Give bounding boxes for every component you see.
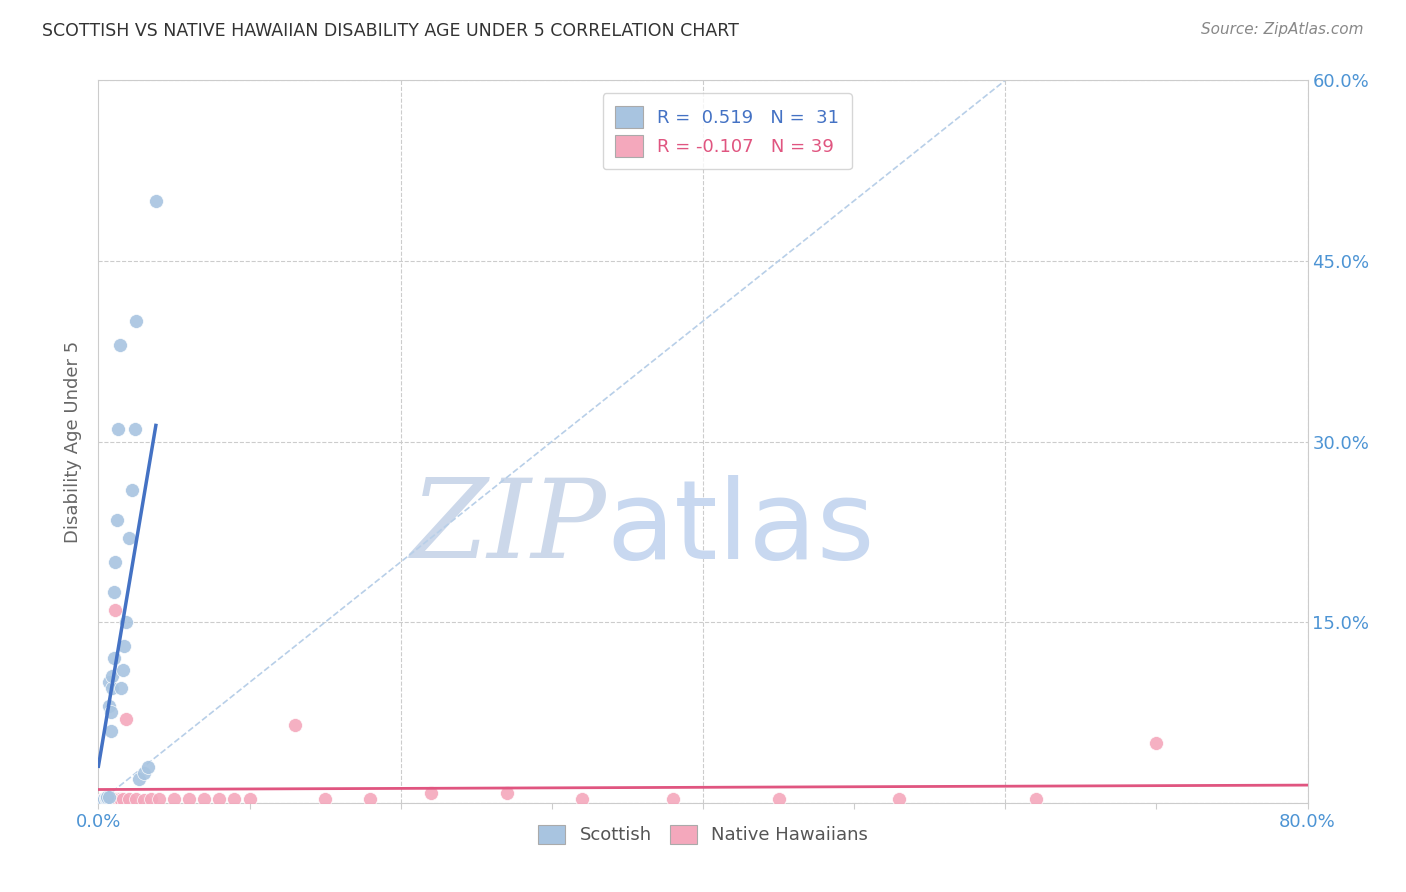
Point	[125, 792, 148, 806]
Point	[107, 793, 129, 807]
Point	[163, 792, 186, 806]
Point	[148, 792, 170, 806]
Point	[101, 793, 124, 807]
Point	[105, 513, 128, 527]
Point	[96, 789, 118, 804]
Text: atlas: atlas	[606, 475, 875, 582]
Legend: Scottish, Native Hawaiians: Scottish, Native Hawaiians	[530, 818, 876, 852]
Point	[118, 531, 141, 545]
Point	[118, 792, 141, 806]
Point	[314, 792, 336, 806]
Point	[132, 793, 155, 807]
Point	[128, 772, 150, 786]
Point	[124, 422, 146, 436]
Point	[103, 792, 125, 806]
Point	[100, 706, 122, 720]
Point	[108, 338, 131, 352]
Point	[91, 793, 114, 807]
Point	[179, 792, 201, 806]
Point	[132, 765, 155, 780]
Point	[104, 555, 127, 569]
Point	[93, 793, 115, 807]
Point	[108, 792, 131, 806]
Point	[110, 681, 132, 696]
Point	[103, 651, 125, 665]
Point	[208, 792, 231, 806]
Point	[284, 717, 307, 731]
Point	[114, 615, 136, 630]
Point	[125, 314, 148, 328]
Point	[103, 585, 125, 599]
Point	[768, 792, 790, 806]
Point	[141, 792, 163, 806]
Point	[98, 675, 121, 690]
Point	[104, 603, 127, 617]
Point	[136, 760, 159, 774]
Point	[101, 681, 124, 696]
Point	[239, 792, 262, 806]
Point	[94, 791, 117, 805]
Point	[145, 194, 167, 208]
Point	[111, 664, 134, 678]
Point	[107, 422, 129, 436]
Text: SCOTTISH VS NATIVE HAWAIIAN DISABILITY AGE UNDER 5 CORRELATION CHART: SCOTTISH VS NATIVE HAWAIIAN DISABILITY A…	[42, 22, 740, 40]
Point	[94, 792, 117, 806]
Point	[96, 791, 118, 805]
Point	[90, 793, 112, 807]
Point	[94, 793, 117, 807]
Point	[98, 789, 121, 804]
Point	[101, 669, 124, 683]
Point	[105, 792, 128, 806]
Point	[96, 793, 118, 807]
Point	[100, 723, 122, 738]
Point	[114, 712, 136, 726]
Point	[110, 793, 132, 807]
Y-axis label: Disability Age Under 5: Disability Age Under 5	[65, 341, 83, 542]
Point	[1024, 792, 1046, 806]
Text: ZIP: ZIP	[411, 475, 606, 582]
Point	[98, 792, 121, 806]
Point	[420, 786, 443, 800]
Point	[121, 483, 143, 497]
Text: Source: ZipAtlas.com: Source: ZipAtlas.com	[1201, 22, 1364, 37]
Point	[98, 699, 121, 714]
Point	[889, 792, 911, 806]
Point	[1144, 735, 1167, 749]
Point	[495, 786, 517, 800]
Point	[94, 792, 117, 806]
Point	[93, 792, 115, 806]
Point	[661, 792, 683, 806]
Point	[193, 792, 215, 806]
Point	[112, 639, 135, 653]
Point	[224, 792, 246, 806]
Point	[100, 792, 122, 806]
Point	[111, 792, 134, 806]
Point	[91, 792, 114, 806]
Point	[360, 792, 382, 806]
Point	[571, 792, 593, 806]
